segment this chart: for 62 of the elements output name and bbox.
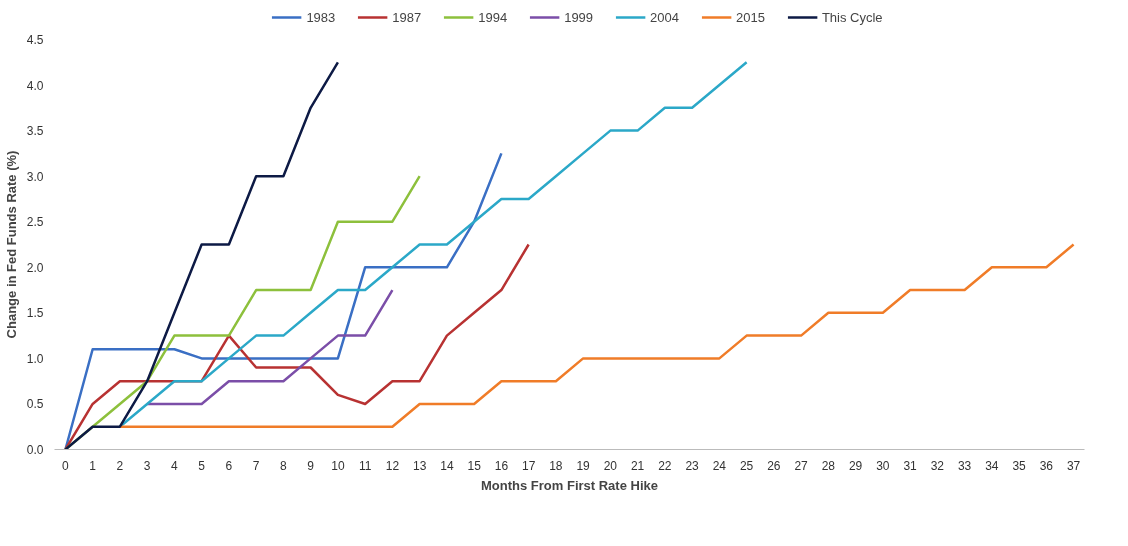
line-series	[145, 288, 394, 406]
y-tick-label: 0.5	[26, 397, 44, 412]
x-tick-label: 6	[225, 458, 233, 473]
x-tick-label: 36	[1039, 458, 1054, 473]
x-tick-label: 13	[412, 458, 427, 473]
x-tick-label: 12	[385, 458, 400, 473]
y-tick-label: 4.5	[26, 33, 44, 47]
x-tick-label: 8	[280, 458, 288, 473]
x-tick-label: 25	[739, 458, 754, 473]
x-tick-label: 30	[876, 458, 890, 473]
x-tick-label: 24	[712, 458, 727, 473]
y-axis-title: Change in Fed Funds Rate (%)	[3, 150, 19, 339]
y-tick-label: 1.0	[26, 351, 44, 366]
y-tick-label: 3.5	[26, 124, 44, 139]
x-tick-label: 0	[62, 458, 70, 473]
legend-label: 1987	[392, 9, 422, 25]
y-tick-label: 2.0	[26, 260, 44, 275]
x-tick-label: 20	[603, 458, 618, 473]
x-tick-label: 27	[794, 458, 809, 473]
x-tick-label: 19	[576, 458, 591, 473]
x-tick-label: 18	[549, 458, 563, 473]
x-tick-label: 15	[467, 458, 482, 473]
x-tick-label: 31	[903, 458, 918, 473]
legend-label: 1983	[306, 9, 336, 25]
x-tick-label: 29	[848, 458, 863, 473]
x-tick-label: 1	[89, 458, 97, 473]
x-tick-label: 22	[658, 458, 672, 473]
x-tick-label: 10	[331, 458, 345, 473]
x-tick-label: 37	[1066, 458, 1081, 473]
y-tick-label: 4.0	[26, 78, 44, 93]
x-tick-label: 23	[685, 458, 700, 473]
y-tick-label: 3.0	[26, 169, 44, 184]
line-series	[64, 243, 530, 450]
y-tick-label: 2.5	[26, 215, 44, 230]
legend-label: 2004	[650, 9, 679, 25]
x-tick-label: 21	[630, 458, 645, 473]
x-tick-label: 33	[957, 458, 972, 473]
x-tick-label: 4	[171, 458, 179, 473]
x-tick-label: 11	[358, 458, 372, 473]
x-tick-label: 14	[440, 458, 454, 473]
x-tick-label: 26	[767, 458, 781, 473]
x-tick-label: 32	[930, 458, 945, 473]
line-series	[64, 61, 340, 450]
x-tick-label: 16	[494, 458, 509, 473]
y-tick-label: 1.5	[26, 306, 44, 321]
legend-label: 2015	[736, 9, 765, 25]
legend-label: 1994	[478, 9, 508, 25]
x-tick-label: 5	[198, 458, 206, 473]
y-tick-label: 0.0	[26, 443, 44, 457]
x-tick-label: 9	[307, 458, 315, 473]
x-tick-label: 35	[1012, 458, 1027, 473]
x-tick-label: 34	[985, 458, 999, 473]
x-tick-label: 2	[116, 458, 124, 473]
x-tick-label: 3	[143, 458, 151, 473]
x-tick-label: 17	[521, 458, 536, 473]
legend-label: This Cycle	[821, 9, 883, 25]
legend-label: 1999	[564, 9, 594, 25]
x-axis-title: Months From First Rate Hike	[481, 477, 658, 493]
line-series	[118, 243, 1075, 428]
line-series	[64, 152, 503, 450]
x-tick-label: 7	[252, 458, 260, 473]
x-tick-label: 28	[821, 458, 836, 473]
